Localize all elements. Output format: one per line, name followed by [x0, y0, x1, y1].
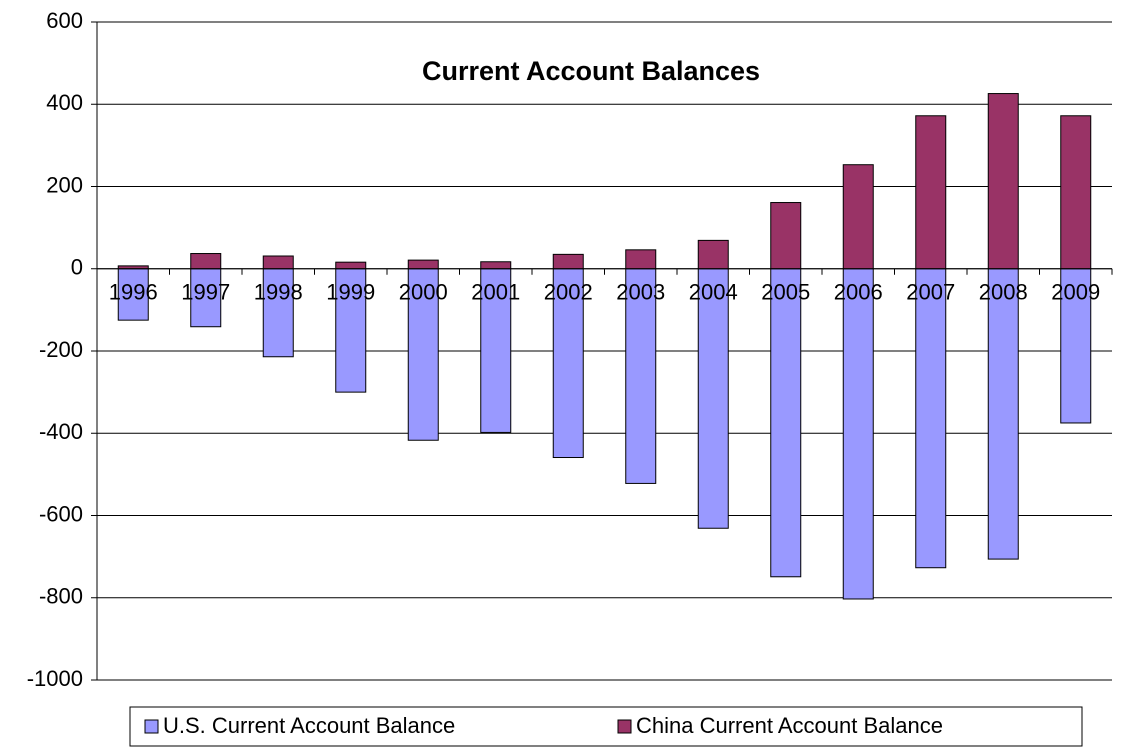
y-tick-label: -400 [39, 419, 83, 444]
x-tick-label: 2009 [1051, 280, 1100, 305]
x-tick-label: 2002 [544, 280, 593, 305]
legend-swatch [617, 719, 632, 734]
x-tick-label: 1999 [326, 280, 375, 305]
x-tick-label: 2006 [834, 280, 883, 305]
bar [552, 253, 584, 270]
x-tick-label: 2008 [979, 280, 1028, 305]
x-tick-label: 2000 [399, 280, 448, 305]
bar [480, 268, 512, 433]
y-tick-label: 200 [46, 172, 83, 197]
bar [480, 261, 512, 270]
y-tick-label: -1000 [27, 666, 83, 691]
bar [407, 259, 439, 270]
x-tick-label: 2005 [761, 280, 810, 305]
y-tick-label: 0 [71, 255, 83, 280]
bar [262, 268, 294, 358]
bar [1060, 268, 1092, 424]
bar [697, 239, 729, 270]
bar [987, 268, 1019, 560]
bar [842, 268, 874, 600]
bar [697, 268, 729, 529]
bar [117, 268, 149, 321]
bar [262, 255, 294, 270]
bar [190, 253, 222, 270]
bar [915, 268, 947, 569]
bar [987, 93, 1019, 270]
y-tick-label: 600 [46, 8, 83, 33]
bar [552, 268, 584, 459]
x-tick-label: 1996 [109, 280, 158, 305]
bar [625, 249, 657, 270]
bar [770, 202, 802, 270]
legend-box [129, 706, 1083, 747]
x-tick-label: 1998 [254, 280, 303, 305]
y-tick-label: -200 [39, 337, 83, 362]
bar [842, 164, 874, 270]
bar [915, 115, 947, 270]
legend-swatch [144, 719, 159, 734]
bar [1060, 115, 1092, 270]
y-tick-label: -800 [39, 584, 83, 609]
bar [407, 268, 439, 441]
bar [770, 268, 802, 578]
legend-label: U.S. Current Account Balance [163, 713, 455, 738]
legend-label: China Current Account Balance [636, 713, 943, 738]
y-tick-label: 400 [46, 90, 83, 115]
x-tick-label: 2007 [906, 280, 955, 305]
y-tick-label: -600 [39, 501, 83, 526]
chart-title: Current Account Balances [422, 56, 760, 86]
x-tick-label: 2004 [689, 280, 738, 305]
x-tick-label: 2001 [471, 280, 520, 305]
x-tick-label: 1997 [181, 280, 230, 305]
x-tick-label: 2003 [616, 280, 665, 305]
bar [335, 261, 367, 270]
